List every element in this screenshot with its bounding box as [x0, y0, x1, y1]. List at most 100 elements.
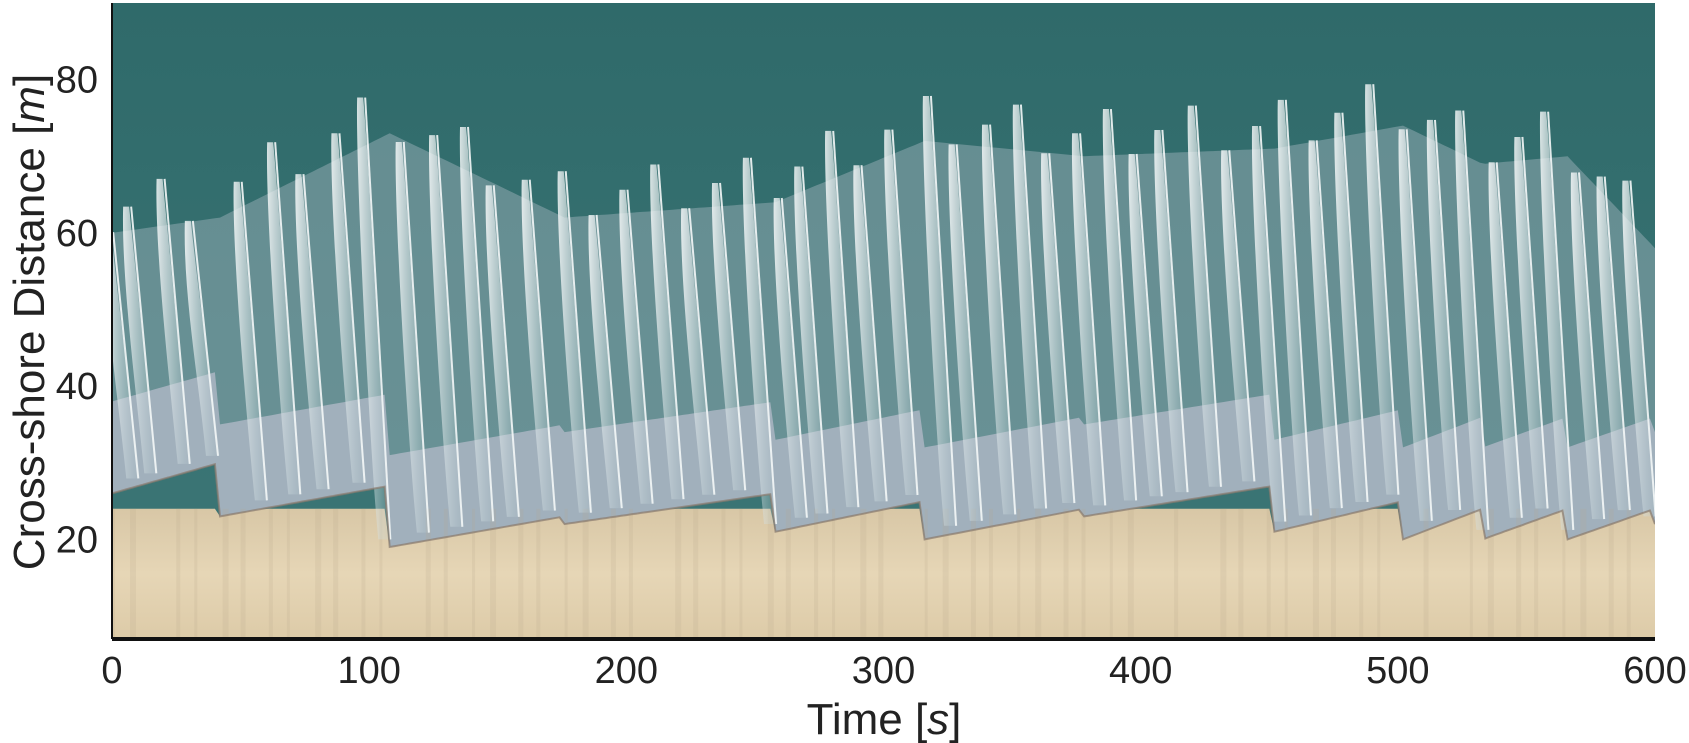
wave-front-line: [436, 135, 464, 527]
sand-band: [739, 508, 743, 639]
sand-band: [1330, 508, 1336, 639]
sand-band: [1534, 508, 1539, 639]
foam-streak: [1012, 104, 1049, 509]
sand-band: [942, 508, 949, 639]
wave-front-line: [955, 144, 983, 521]
sand-band: [582, 508, 589, 639]
y-tick-label: 60: [56, 213, 98, 255]
sand-band: [693, 508, 699, 639]
foam-streak: [1539, 111, 1576, 530]
sand-band: [628, 508, 633, 639]
wave-front-line: [1194, 105, 1222, 487]
sand-band: [222, 508, 229, 639]
sand-band: [1626, 508, 1631, 639]
sand-band: [286, 508, 290, 639]
foam-streaks: [112, 84, 1655, 540]
wave-front-line: [274, 142, 302, 495]
wave-front-line: [929, 95, 958, 526]
sand-band: [721, 508, 726, 639]
sand-band: [1423, 508, 1429, 639]
sand-band: [1127, 508, 1134, 639]
y-axis-title: Cross-shore Distance [m]: [5, 74, 54, 570]
sand-band: [1081, 508, 1086, 639]
x-axis-ticks: 0 100 200 300 400 500 600: [101, 650, 1686, 692]
sand-region: [112, 508, 1655, 639]
y-axis-ticks: 20 40 60 80: [56, 60, 98, 562]
wave-front-line: [338, 133, 366, 483]
foam-streak: [1277, 99, 1313, 516]
sand-band: [832, 508, 836, 639]
wave-front-line: [1079, 133, 1107, 506]
sand-band: [675, 508, 682, 639]
sand-band: [1035, 508, 1042, 639]
x-tick-label: 100: [337, 650, 400, 692]
wave-front-line: [1372, 84, 1400, 495]
sand-band: [315, 508, 322, 639]
wave-front-line: [364, 97, 392, 540]
wave-front-line: [1547, 111, 1575, 530]
wave-front-line: [1135, 153, 1163, 497]
sand-band: [425, 508, 431, 639]
foam-streak: [1455, 110, 1491, 530]
wave-front-line: [1228, 150, 1256, 482]
sand-band: [1284, 508, 1288, 639]
sand-band: [268, 508, 273, 639]
plot-area: [112, 3, 1655, 639]
shoreline-marks: [112, 462, 1655, 549]
sand-band: [130, 508, 137, 639]
sand-band: [610, 508, 616, 639]
wave-front-line: [1019, 104, 1048, 509]
sand-band: [379, 508, 383, 639]
x-tick-label: 200: [595, 650, 658, 692]
wave-front-line: [1048, 153, 1076, 504]
sand-band: [1516, 508, 1522, 639]
sand-band: [988, 508, 993, 639]
sand-band: [924, 508, 928, 639]
sand-band: [1487, 508, 1494, 639]
sand-band: [490, 508, 497, 639]
wave-front-line: [1284, 99, 1312, 516]
sand-band: [1469, 508, 1473, 639]
wave-front-line: [1521, 136, 1549, 509]
wave-front-line: [1433, 119, 1462, 511]
wave-front-line: [1603, 176, 1631, 511]
wave-front-line: [492, 185, 520, 517]
foam-streak: [922, 95, 959, 526]
x-axis-title: Time [s]: [807, 695, 962, 743]
sand-band: [1580, 508, 1587, 639]
sand-band: [814, 508, 819, 639]
sand-band: [1377, 508, 1381, 639]
sand-band: [564, 508, 568, 639]
wave-front-line: [163, 178, 191, 464]
sand-band: [1312, 508, 1319, 639]
wave-front-line: [1462, 110, 1490, 530]
wave-front-line: [989, 124, 1017, 515]
wave-front-line: [595, 214, 623, 509]
x-tick-label: 400: [1109, 650, 1172, 692]
wave-front-line: [1315, 140, 1343, 509]
x-tick-label: 300: [852, 650, 915, 692]
sand-band: [1017, 508, 1021, 639]
wave-front-line: [626, 189, 654, 504]
sand-band: [176, 508, 181, 639]
sand-band: [472, 508, 476, 639]
sand-band: [1238, 508, 1244, 639]
wave-front-line: [1405, 129, 1433, 521]
wave-front-line: [801, 166, 829, 514]
wave-front-line: [1577, 172, 1606, 520]
sand-band: [536, 508, 541, 639]
sand-band: [518, 508, 524, 639]
axes: [111, 3, 1655, 641]
sand-band: [1109, 508, 1113, 639]
wave-front-line: [860, 165, 888, 502]
sand-band: [1174, 508, 1179, 639]
sand-band: [1063, 508, 1069, 639]
sand-band: [1562, 508, 1566, 639]
shoreline-line: [112, 462, 1655, 549]
sand-band: [1266, 508, 1271, 639]
y-tick-label: 20: [56, 519, 98, 561]
wave-front-line: [1629, 180, 1655, 517]
wave-front-line: [240, 181, 268, 501]
wave-front-line: [528, 179, 556, 511]
